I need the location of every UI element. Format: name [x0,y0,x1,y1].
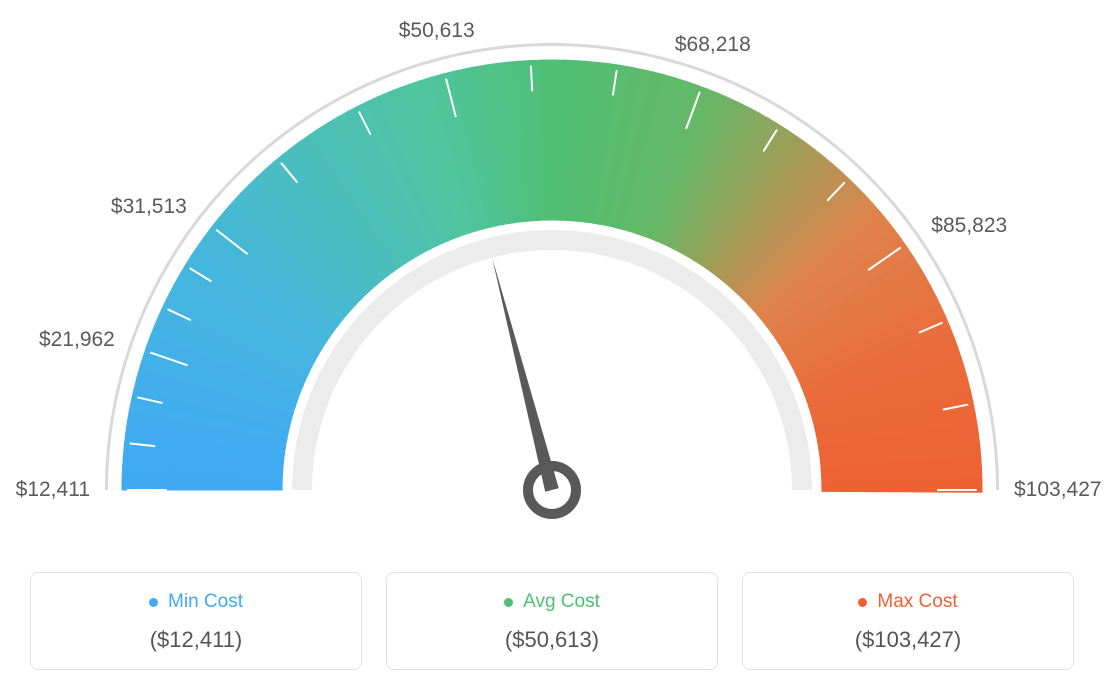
gauge-chart: $12,411 $21,962 $31,513 $50,613 $68,218 $85,8… [0,0,1104,560]
legend-title-min: Min Cost [149,591,243,613]
legend-label-min: Min Cost [168,591,243,613]
legend-value-max: ($103,427) [753,627,1063,653]
cost-gauge-container: $12,411 $21,962 $31,513 $50,613 $68,218 $85,8… [0,0,1104,690]
legend-value-avg: ($50,613) [397,627,707,653]
legend-card-min: Min Cost ($12,411) [30,572,362,670]
legend-label-max: Max Cost [877,591,957,613]
gauge-tick-label: $103,427 [1014,478,1102,502]
legend-card-max: Max Cost ($103,427) [742,572,1074,670]
legend-label-avg: Avg Cost [523,591,600,613]
legend-title-max: Max Cost [858,591,957,613]
gauge-svg [0,0,1104,560]
legend-value-min: ($12,411) [41,627,351,653]
gauge-tick-label: $12,411 [16,478,90,502]
legend-dot-min [149,598,158,607]
legend-dot-max [858,598,867,607]
gauge-tick-label: $68,218 [675,33,751,57]
legend-dot-avg [504,598,513,607]
gauge-tick-label: $85,823 [931,214,1007,238]
legend-card-avg: Avg Cost ($50,613) [386,572,718,670]
legend-row: Min Cost ($12,411) Avg Cost ($50,613) Ma… [0,572,1104,670]
gauge-tick-label: $50,613 [399,19,475,43]
legend-title-avg: Avg Cost [504,591,600,613]
gauge-tick-label: $31,513 [111,195,187,219]
gauge-tick-label: $21,962 [39,328,115,352]
